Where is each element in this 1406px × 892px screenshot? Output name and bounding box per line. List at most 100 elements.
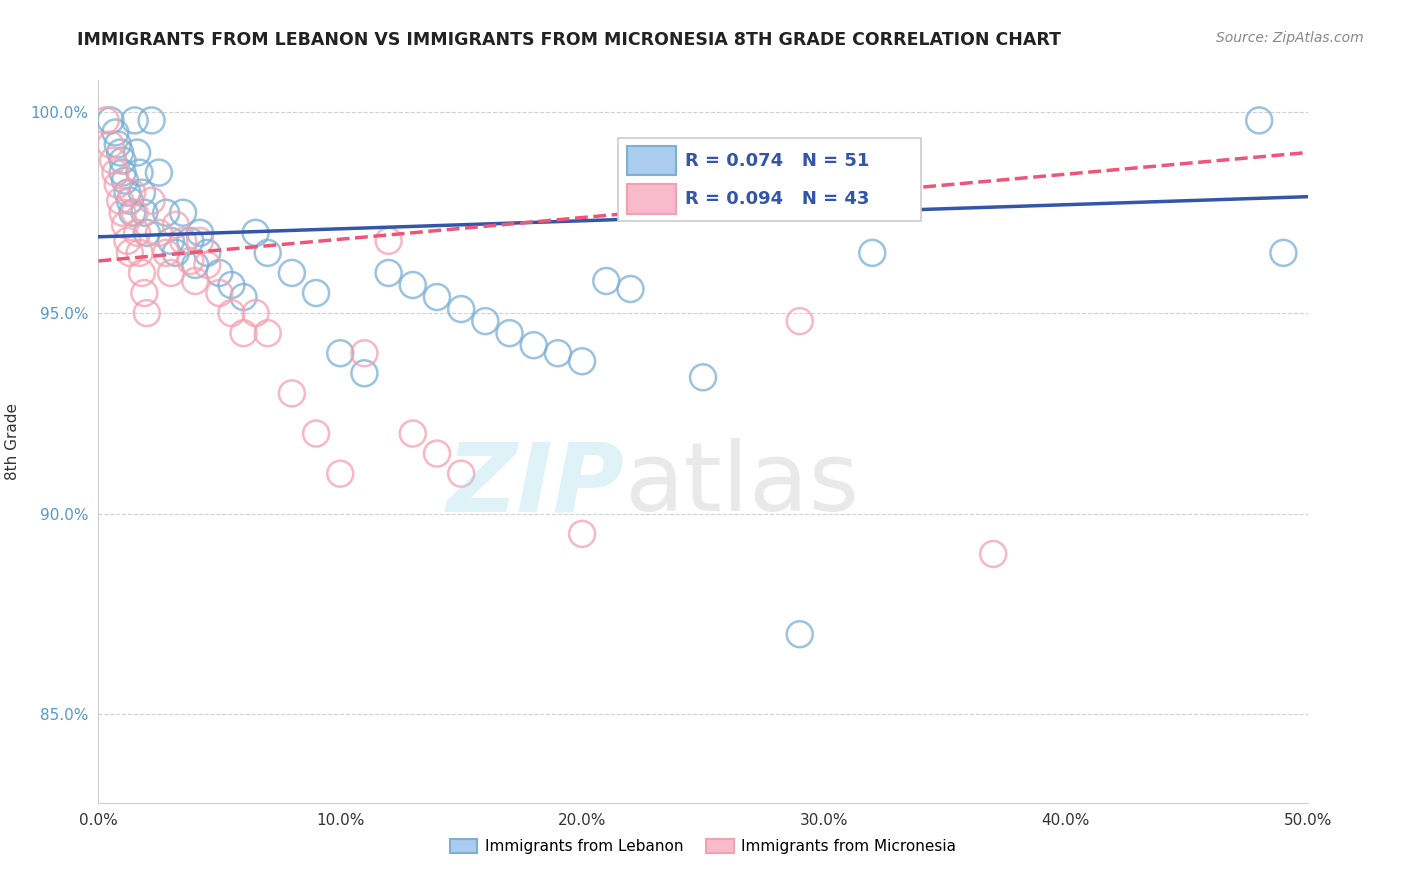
Point bbox=[245, 306, 267, 320]
Point bbox=[208, 286, 231, 301]
Point bbox=[94, 113, 117, 128]
Point bbox=[353, 367, 375, 381]
Point bbox=[179, 234, 201, 248]
Point bbox=[160, 234, 183, 248]
Text: atlas: atlas bbox=[624, 438, 859, 532]
Point bbox=[124, 206, 146, 220]
Point bbox=[426, 290, 449, 304]
Point bbox=[179, 254, 201, 268]
Point bbox=[148, 166, 170, 180]
Point bbox=[107, 137, 129, 152]
Point bbox=[450, 302, 472, 317]
Point bbox=[104, 166, 127, 180]
Point bbox=[172, 206, 194, 220]
Point bbox=[789, 627, 811, 641]
Point bbox=[121, 206, 143, 220]
Point bbox=[474, 314, 496, 328]
Point bbox=[117, 186, 139, 200]
Point bbox=[131, 186, 153, 200]
Point bbox=[377, 266, 399, 280]
Point bbox=[571, 526, 593, 541]
Point bbox=[329, 467, 352, 481]
Point bbox=[114, 174, 136, 188]
Point bbox=[1249, 113, 1271, 128]
Point bbox=[221, 278, 243, 293]
Point bbox=[860, 246, 883, 260]
Point bbox=[104, 126, 127, 140]
Point bbox=[981, 547, 1004, 561]
Point bbox=[108, 194, 131, 208]
Point bbox=[100, 137, 122, 152]
Point bbox=[160, 266, 183, 280]
Point bbox=[107, 178, 129, 192]
Point bbox=[118, 246, 141, 260]
Point bbox=[221, 306, 243, 320]
Point bbox=[111, 166, 134, 180]
Point bbox=[165, 246, 187, 260]
Point bbox=[353, 346, 375, 360]
Point bbox=[165, 218, 187, 232]
Point bbox=[111, 206, 134, 220]
Point bbox=[135, 226, 157, 240]
Text: IMMIGRANTS FROM LEBANON VS IMMIGRANTS FROM MICRONESIA 8TH GRADE CORRELATION CHAR: IMMIGRANTS FROM LEBANON VS IMMIGRANTS FR… bbox=[77, 31, 1062, 49]
Point bbox=[111, 153, 134, 168]
Point bbox=[402, 426, 425, 441]
Point bbox=[305, 286, 328, 301]
Point bbox=[134, 286, 156, 301]
Point bbox=[195, 246, 218, 260]
Text: ZIP: ZIP bbox=[447, 438, 624, 532]
Y-axis label: 8th Grade: 8th Grade bbox=[4, 403, 20, 480]
Point bbox=[195, 258, 218, 272]
Point bbox=[128, 166, 150, 180]
Point bbox=[188, 234, 211, 248]
Point bbox=[692, 370, 714, 384]
Point bbox=[184, 274, 207, 288]
Point bbox=[141, 194, 163, 208]
Point bbox=[141, 113, 163, 128]
Point bbox=[148, 226, 170, 240]
Point bbox=[135, 306, 157, 320]
Point bbox=[117, 234, 139, 248]
Point bbox=[232, 326, 254, 341]
Point bbox=[172, 234, 194, 248]
Point bbox=[450, 467, 472, 481]
Point bbox=[155, 246, 177, 260]
Point bbox=[281, 386, 304, 401]
Point bbox=[118, 194, 141, 208]
Point bbox=[426, 446, 449, 460]
Point bbox=[101, 153, 124, 168]
Point bbox=[134, 206, 156, 220]
Point bbox=[547, 346, 569, 360]
Point bbox=[245, 226, 267, 240]
Point bbox=[377, 234, 399, 248]
Point bbox=[100, 113, 122, 128]
Text: Source: ZipAtlas.com: Source: ZipAtlas.com bbox=[1216, 31, 1364, 45]
Point bbox=[571, 354, 593, 368]
Point bbox=[128, 246, 150, 260]
Point bbox=[131, 266, 153, 280]
Point bbox=[256, 326, 278, 341]
Point bbox=[232, 290, 254, 304]
Point bbox=[523, 338, 546, 352]
Point bbox=[124, 113, 146, 128]
Point bbox=[619, 282, 641, 296]
Point bbox=[121, 186, 143, 200]
Point bbox=[114, 218, 136, 232]
Point bbox=[789, 314, 811, 328]
Point bbox=[155, 206, 177, 220]
Point bbox=[305, 426, 328, 441]
Point bbox=[184, 258, 207, 272]
Point bbox=[281, 266, 304, 280]
Point bbox=[127, 226, 149, 240]
Point bbox=[108, 145, 131, 160]
Point bbox=[329, 346, 352, 360]
Point bbox=[127, 145, 149, 160]
Point bbox=[595, 274, 617, 288]
Legend: Immigrants from Lebanon, Immigrants from Micronesia: Immigrants from Lebanon, Immigrants from… bbox=[443, 833, 963, 860]
Point bbox=[188, 226, 211, 240]
Point bbox=[256, 246, 278, 260]
Point bbox=[402, 278, 425, 293]
Point bbox=[1272, 246, 1295, 260]
Point bbox=[498, 326, 520, 341]
Point bbox=[208, 266, 231, 280]
